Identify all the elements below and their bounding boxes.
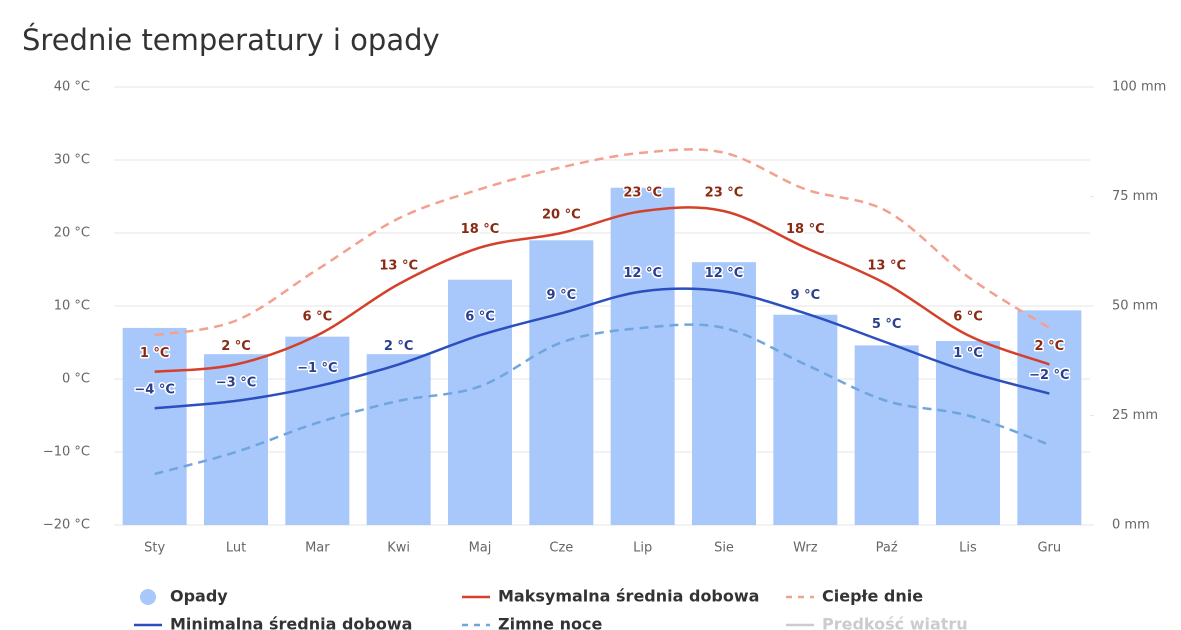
legend-label: Opady bbox=[170, 587, 228, 606]
x-tick-label: Sie bbox=[714, 541, 734, 556]
y-tick-label: 30 °C bbox=[54, 153, 90, 168]
bar bbox=[1017, 310, 1082, 525]
y2-tick-label: 100 mm bbox=[1112, 80, 1166, 95]
data-label: −2 °C bbox=[1029, 368, 1070, 383]
bar bbox=[122, 327, 187, 525]
data-label: 12 °C bbox=[705, 266, 744, 281]
y-tick-label: 40 °C bbox=[54, 80, 90, 95]
line bbox=[154, 206, 1050, 373]
bar bbox=[854, 345, 919, 525]
bar bbox=[366, 354, 431, 525]
x-tick-label: Cze bbox=[549, 541, 573, 556]
data-label: 12 °C bbox=[623, 266, 662, 281]
data-label: −1 °C bbox=[297, 361, 338, 376]
data-label: 6 °C bbox=[953, 310, 983, 325]
legend-label: Minimalna średnia dobowa bbox=[170, 615, 412, 630]
y-tick-label: 20 °C bbox=[54, 226, 90, 241]
y2-tick-label: 0 mm bbox=[1112, 518, 1150, 533]
legend-label: Ciepłe dnie bbox=[822, 587, 923, 606]
data-label: 2 °C bbox=[384, 339, 414, 354]
data-label: 23 °C bbox=[623, 186, 662, 201]
data-label: 18 °C bbox=[461, 222, 500, 237]
data-label: −3 °C bbox=[216, 375, 257, 390]
data-label: 6 °C bbox=[303, 310, 333, 325]
bar bbox=[773, 314, 838, 525]
y2-tick-label: 25 mm bbox=[1112, 408, 1158, 423]
x-tick-label: Lut bbox=[226, 541, 246, 556]
legend-label: Zimne noce bbox=[498, 615, 602, 630]
x-tick-label: Wrz bbox=[793, 541, 818, 556]
x-tick-label: Lip bbox=[633, 541, 652, 556]
x-tick-label: Kwi bbox=[387, 541, 410, 556]
y-tick-label: 0 °C bbox=[62, 372, 90, 387]
data-label: 1 °C bbox=[953, 346, 983, 361]
chart-title: Średnie temperatury i opady bbox=[22, 23, 440, 57]
data-label: 6 °C bbox=[465, 310, 495, 325]
y-tick-label: −20 °C bbox=[43, 518, 90, 533]
data-label: −4 °C bbox=[134, 383, 175, 398]
x-tick-label: Sty bbox=[144, 541, 165, 556]
bar bbox=[204, 354, 268, 525]
bar bbox=[610, 187, 675, 526]
x-tick-label: Maj bbox=[469, 541, 492, 556]
data-label: 1 °C bbox=[140, 346, 170, 361]
data-label: 20 °C bbox=[542, 208, 581, 223]
data-label: 18 °C bbox=[786, 222, 825, 237]
y-tick-label: 10 °C bbox=[54, 299, 90, 314]
data-label: 13 °C bbox=[867, 259, 906, 274]
bar bbox=[936, 341, 1000, 525]
data-label: 9 °C bbox=[547, 288, 577, 303]
data-label: 13 °C bbox=[379, 259, 418, 274]
x-tick-label: Gru bbox=[1037, 541, 1061, 556]
bar bbox=[285, 336, 350, 525]
data-label: 5 °C bbox=[872, 317, 902, 332]
line bbox=[154, 148, 1050, 337]
x-tick-label: Lis bbox=[959, 541, 977, 556]
data-label: 2 °C bbox=[1035, 339, 1065, 354]
data-label: 9 °C bbox=[791, 288, 821, 303]
data-label: 2 °C bbox=[221, 339, 251, 354]
line bbox=[154, 323, 1050, 476]
x-tick-label: Paź bbox=[876, 541, 898, 556]
data-label: 23 °C bbox=[705, 186, 744, 201]
legend-label: Maksymalna średnia dobowa bbox=[498, 587, 759, 606]
y2-tick-label: 75 mm bbox=[1112, 189, 1158, 204]
bar bbox=[529, 240, 594, 526]
bar bbox=[448, 279, 512, 525]
y2-tick-label: 50 mm bbox=[1112, 299, 1158, 314]
line bbox=[154, 287, 1050, 410]
x-tick-label: Mar bbox=[305, 541, 330, 556]
legend-label: Prędkość wiatru bbox=[822, 615, 968, 630]
legend-marker bbox=[140, 589, 156, 605]
bar bbox=[692, 262, 756, 525]
y-tick-label: −10 °C bbox=[43, 445, 90, 460]
